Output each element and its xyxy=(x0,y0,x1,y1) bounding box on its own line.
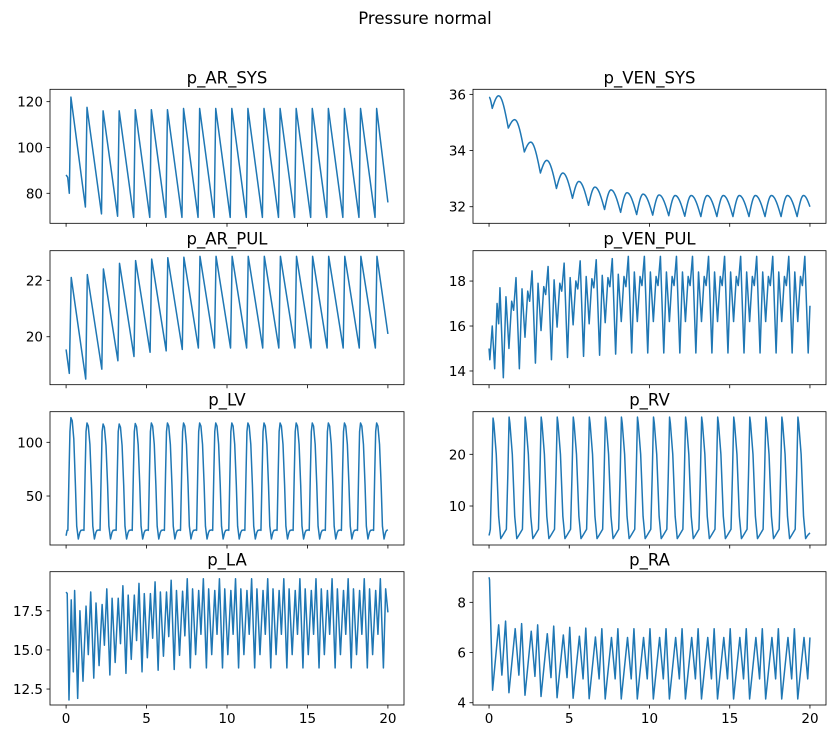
y-tick-label: 8 xyxy=(457,595,466,611)
x-tick-label: 0 xyxy=(485,711,494,727)
subplot-title: p_VEN_PUL xyxy=(603,230,696,250)
series-line-p-rv xyxy=(488,416,811,540)
x-tick-label: 0 xyxy=(62,711,71,727)
y-tick-label: 34 xyxy=(449,144,466,160)
y-tick-label: 16 xyxy=(449,319,466,335)
subplot-title: p_RA xyxy=(629,551,671,571)
x-tick-label: 20 xyxy=(379,711,396,727)
x-tick-label: 10 xyxy=(218,711,235,727)
y-tick-label: 12.5 xyxy=(13,682,43,698)
subplot-title: p_LV xyxy=(208,391,246,411)
subplot-p-ar-sys: p_AR_SYS 80 100 120 xyxy=(17,68,405,227)
subplot-title: p_AR_PUL xyxy=(187,230,269,250)
y-tick-label: 18 xyxy=(449,274,466,290)
x-tick-label: 20 xyxy=(801,711,818,727)
y-tick-label: 120 xyxy=(17,95,43,111)
y-tick-label: 14 xyxy=(449,364,466,380)
series-line-p-lv xyxy=(65,416,389,540)
y-tick-label: 6 xyxy=(457,646,466,662)
y-tick-label: 15.0 xyxy=(13,643,43,659)
series-line-p-ra xyxy=(488,577,811,700)
x-tick-label: 10 xyxy=(641,711,658,727)
series-line-p-ar-sys xyxy=(65,96,389,219)
y-tick-label: 22 xyxy=(26,273,43,289)
y-tick-label: 100 xyxy=(17,140,43,156)
y-tick-label: 17.5 xyxy=(13,604,43,620)
subplot-title: p_AR_SYS xyxy=(187,68,268,88)
subplot-p-ar-pul: p_AR_PUL 20 22 xyxy=(26,230,405,389)
subplot-title: p_VEN_SYS xyxy=(603,68,695,88)
x-tick-label: 15 xyxy=(721,711,738,727)
figure-title: Pressure normal xyxy=(358,9,492,28)
subplot-p-lv: p_LV 50 100 xyxy=(17,391,405,549)
x-tick-label: 5 xyxy=(565,711,574,727)
series-line-p-la xyxy=(65,577,389,701)
y-tick-label: 4 xyxy=(457,696,466,712)
y-tick-label: 100 xyxy=(17,435,43,451)
y-tick-label: 20 xyxy=(26,330,43,346)
series-line-p-ven-sys xyxy=(488,95,811,218)
subplot-p-ven-pul: p_VEN_PUL 14 16 18 xyxy=(449,230,827,389)
y-tick-label: 10 xyxy=(449,499,466,515)
y-tick-label: 20 xyxy=(449,447,466,463)
y-tick-label: 32 xyxy=(449,200,466,216)
subplot-p-la: p_LA 0 5 10 15 20 12.5 15.0 17.5 xyxy=(13,551,405,727)
subplot-title: p_RV xyxy=(629,391,670,411)
subplot-title: p_LA xyxy=(207,551,247,571)
subplot-p-rv: p_RV 10 20 xyxy=(449,391,827,549)
series-line-p-ar-pul xyxy=(65,255,389,380)
y-tick-label: 36 xyxy=(449,87,466,103)
x-tick-label: 15 xyxy=(299,711,316,727)
y-tick-label: 80 xyxy=(26,186,43,202)
subplot-p-ven-sys: p_VEN_SYS 32 34 36 xyxy=(449,68,827,227)
series-line-p-ven-pul xyxy=(488,255,811,379)
x-tick-label: 5 xyxy=(142,711,151,727)
y-tick-label: 50 xyxy=(26,489,43,505)
subplot-p-ra: p_RA 0 5 10 15 20 4 6 8 xyxy=(457,551,827,727)
